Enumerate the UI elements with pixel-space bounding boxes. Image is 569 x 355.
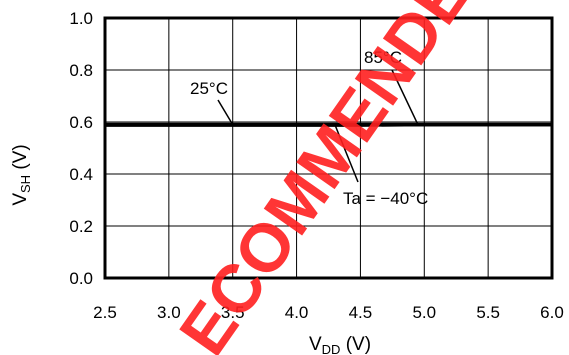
x-tick-label: 3.5: [221, 303, 245, 322]
grid-lines: [105, 18, 552, 278]
annotation-leader: [334, 124, 359, 183]
x-tick-label: 2.5: [93, 303, 117, 322]
annotation-label: 25°C: [190, 79, 228, 98]
x-axis-title-unit: (V): [340, 334, 371, 355]
y-tick-label: 0.2: [69, 217, 93, 236]
x-axis-title: VDD (V): [309, 334, 371, 355]
plot-frame: [103, 16, 554, 280]
annotation-leader: [391, 69, 419, 125]
watermark-text: ECOMMENDED: [165, 0, 513, 355]
y-tick-label: 1.0: [69, 9, 93, 28]
annotations: 25°C 85°C Ta = −40°C: [190, 48, 428, 208]
x-tick-label: 4.0: [285, 303, 309, 322]
y-axis-title-main: V: [10, 193, 31, 206]
y-tick-labels: 0.0 0.2 0.4 0.6 0.8 1.0: [69, 9, 93, 288]
annotation-leader: [217, 99, 234, 125]
x-tick-label: 6.0: [540, 303, 564, 322]
x-tick-label: 3.0: [157, 303, 181, 322]
y-axis-title: VSH (V): [10, 144, 33, 205]
x-tick-label: 5.0: [412, 303, 436, 322]
x-tick-label: 5.5: [476, 303, 500, 322]
annotation-label: Ta = −40°C: [343, 189, 428, 208]
y-axis-title-sub: SH: [18, 175, 33, 193]
y-tick-label: 0.6: [69, 113, 93, 132]
y-tick-label: 0.0: [69, 269, 93, 288]
x-axis-title-main: V: [309, 334, 322, 355]
x-tick-labels: 2.5 3.0 3.5 4.0 4.5 5.0 5.5 6.0: [93, 303, 564, 322]
annotation-label: 85°C: [364, 48, 402, 67]
y-axis-title-unit: (V): [10, 144, 31, 175]
series-lines: [105, 122, 552, 127]
y-tick-label: 0.4: [69, 165, 93, 184]
series-line: [105, 123, 552, 127]
y-tick-label: 0.8: [69, 61, 93, 80]
x-tick-label: 4.5: [349, 303, 373, 322]
x-axis-title-sub: DD: [322, 342, 341, 355]
